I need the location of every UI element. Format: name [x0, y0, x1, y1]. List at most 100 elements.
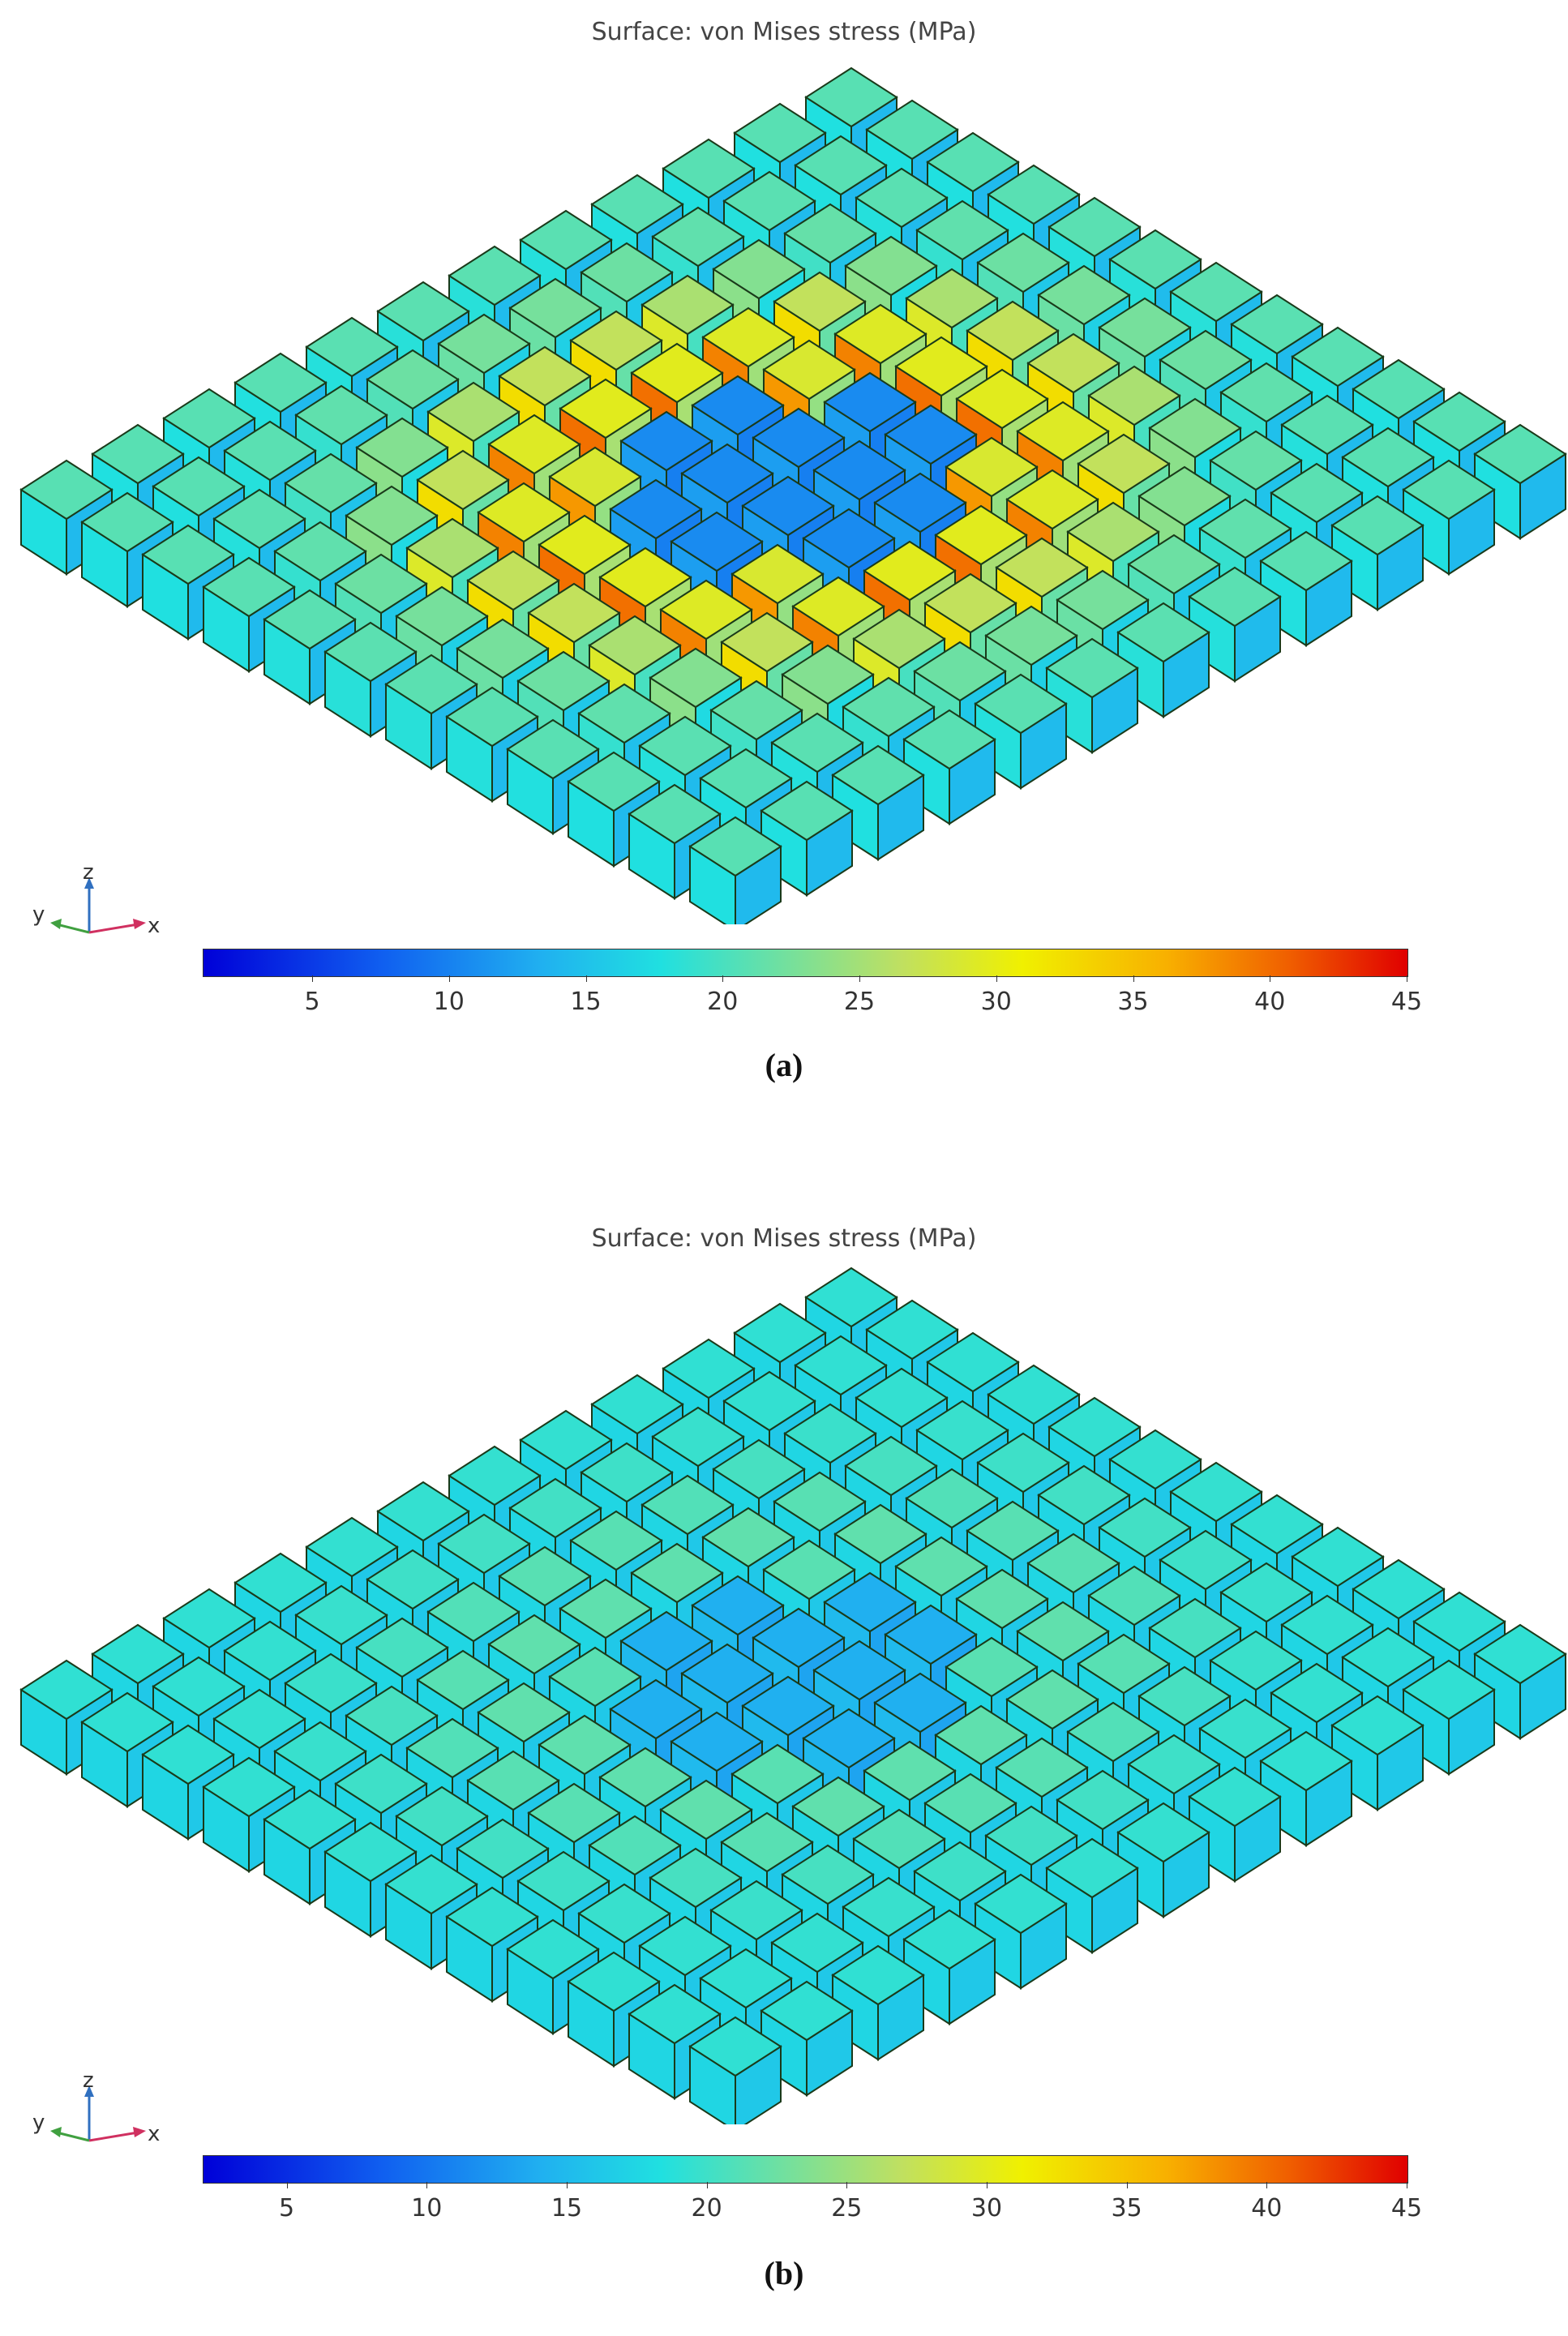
cube-top-face [395, 585, 489, 647]
cube-top-face [752, 407, 846, 469]
cube-top-face [1016, 1601, 1110, 1662]
cube-top-face [659, 579, 753, 641]
cube-top-face [1402, 459, 1496, 521]
stress-cube [1473, 1623, 1567, 1740]
cube-top-face [516, 1850, 610, 1912]
cube-top-face [842, 1876, 936, 1938]
cube-top-face [162, 388, 256, 449]
cube-top-face [506, 1918, 600, 1980]
cube-top-face [445, 1886, 539, 1948]
cube-top-face [701, 306, 795, 368]
cube-top-face [640, 1474, 735, 1536]
colorbar-tick-mark [585, 975, 587, 982]
cube-top-face [905, 268, 999, 329]
cube-top-face [902, 709, 996, 770]
colorbar-tick-label: 20 [707, 988, 739, 1016]
cube-top-face [426, 1581, 521, 1643]
colorbar-tick-label: 5 [279, 2194, 295, 2222]
cube-top-face [580, 1442, 674, 1503]
colorbar-tick-label: 10 [411, 2194, 443, 2222]
cube-top-face [590, 1374, 684, 1435]
cube-top-face [762, 1539, 856, 1601]
cube-top-face [730, 1743, 825, 1805]
colorbar-tick-label: 25 [831, 2194, 863, 2222]
cube-top-face [1116, 602, 1210, 663]
cube-top-face [794, 1335, 888, 1396]
cube-top-face [865, 99, 959, 161]
colorbar-tick-mark [1133, 975, 1134, 982]
colorbar-tick-mark [286, 2182, 288, 2188]
cube-top-face [913, 1841, 1007, 1902]
colorbar-tick-mark [312, 975, 313, 982]
cube-top-face [680, 1643, 774, 1704]
cube-top-face [701, 1507, 795, 1568]
cube-top-face [760, 1980, 854, 2042]
cube-top-face [91, 423, 185, 485]
stress-cube [974, 673, 1068, 790]
stress-cube [831, 744, 925, 861]
cube-top-face [630, 1542, 724, 1604]
cube-top-face [456, 1818, 550, 1880]
cube-top-face [773, 271, 867, 332]
colorbar-tick-label: 10 [433, 988, 465, 1016]
cube-top-face [699, 1948, 793, 2009]
cube-top-face [619, 1610, 713, 1672]
cube-top-face [984, 605, 1078, 667]
cube-top-face [781, 644, 875, 705]
cube-top-face [233, 352, 328, 414]
cube-top-face [884, 404, 978, 465]
colorbar-tick-label: 40 [1251, 2194, 1283, 2222]
stress-cube [1045, 1837, 1139, 1954]
cube-top-face [1280, 394, 1374, 456]
colorbar-tick-label: 20 [691, 2194, 722, 2222]
colorbar-tick-mark [448, 975, 450, 982]
cube-top-face [1341, 1627, 1435, 1688]
cube-top-face [1412, 391, 1506, 452]
stress-cube [141, 524, 235, 641]
cube-top-face [894, 1536, 988, 1597]
cube-top-face [987, 164, 1081, 225]
cube-top-face [1047, 196, 1142, 258]
cube-top-face [506, 718, 600, 780]
cube-top-face [233, 1552, 328, 1614]
cube-top-face [305, 1516, 399, 1578]
cube-top-face [955, 1568, 1049, 1630]
cube-top-face [638, 1915, 732, 1977]
stress-cube [19, 1659, 114, 1776]
cube-top-face [405, 517, 499, 579]
colorbar-tick-mark [426, 2182, 428, 2188]
cube-top-face [651, 1406, 745, 1468]
cube-top-face [762, 339, 856, 401]
cube-top-face [884, 1604, 978, 1665]
cube-top-face [709, 679, 803, 741]
cube-top-face [915, 199, 1009, 261]
cube-top-face [902, 1909, 996, 1970]
colorbar-tick-mark [706, 2182, 708, 2188]
colorbar-tick-label: 35 [1111, 2194, 1142, 2222]
cube-top-face [752, 1607, 846, 1669]
cube-top-face [384, 654, 478, 715]
cube-top-face [1169, 261, 1263, 323]
colorbar-tick-label: 35 [1117, 988, 1149, 1016]
panel-b: Surface: von Mises stress (MPa) z x y 5 1… [0, 1168, 1568, 2336]
cube-top-face [1402, 1659, 1496, 1721]
colorbar-tick-label: 30 [970, 2194, 1003, 2222]
cube-top-face [1045, 1837, 1139, 1899]
cube-top-face [852, 1808, 946, 1870]
cube-top-face [1037, 264, 1131, 326]
cube-top-face [577, 683, 671, 744]
cube-top-face [141, 524, 235, 585]
cube-top-face [1169, 1461, 1263, 1523]
x-axis-label: x [148, 2122, 160, 2146]
cube-top-face [1473, 1623, 1567, 1685]
cube-top-face [722, 1370, 816, 1432]
cube-top-face [487, 1614, 581, 1675]
colorbar-tick-label: 40 [1254, 988, 1286, 1016]
cube-top-face [1219, 1562, 1313, 1623]
cube-top-face [538, 514, 632, 576]
cube-top-face [804, 66, 898, 128]
cube-top-face [1412, 1591, 1506, 1652]
cube-top-face [294, 384, 388, 446]
cube-top-face [223, 1620, 317, 1682]
cube-top-face [294, 1584, 388, 1646]
